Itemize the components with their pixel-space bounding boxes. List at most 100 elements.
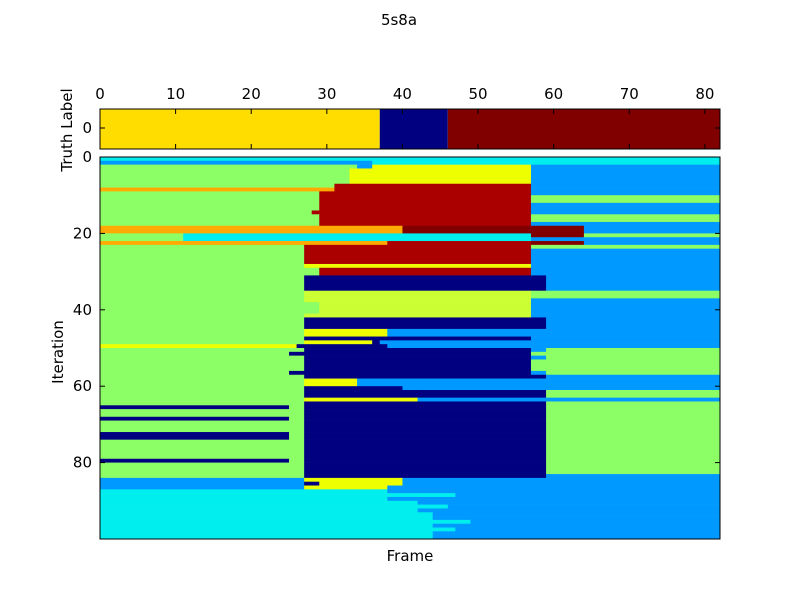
iteration-cell: [319, 481, 403, 486]
iteration-cell: [319, 221, 532, 227]
iteration-cell: [319, 302, 532, 314]
iteration-cell: [402, 298, 532, 303]
iteration-y-tick-label: 0: [82, 148, 92, 166]
truth-x-tick-label: 20: [242, 85, 261, 103]
iteration-cell: [530, 336, 721, 341]
iteration-y-axis-label: Iteration: [49, 320, 67, 384]
iteration-cell: [530, 267, 721, 276]
iteration-cell: [546, 462, 721, 475]
iteration-cell: [530, 302, 721, 314]
iteration-cell: [304, 397, 418, 402]
iteration-cell: [100, 355, 305, 360]
iteration-cell: [304, 439, 547, 460]
iteration-cell: [100, 409, 305, 418]
iteration-cell: [387, 489, 721, 494]
iteration-cell: [100, 531, 433, 540]
iteration-cell: [304, 462, 547, 475]
iteration-cell: [387, 519, 471, 525]
iteration-panel-frame: [99, 156, 721, 540]
iteration-cell: [100, 244, 305, 249]
truth-y-axis-label: Truth Label: [58, 88, 76, 172]
iteration-cell: [546, 409, 721, 418]
iteration-y-ticks: 0 20 40 60 80: [73, 148, 720, 472]
iteration-cell: [530, 290, 721, 299]
iteration-cell: [432, 516, 721, 521]
iteration-cell: [546, 355, 721, 360]
iteration-cell: [100, 390, 305, 398]
iteration-cell: [100, 157, 721, 162]
iteration-cell: [100, 317, 305, 330]
truth-panel: 0 10 20 30 40 50 60 70 80 0 Truth Label: [58, 85, 721, 173]
iteration-cell: [530, 370, 547, 376]
iteration-cell: [304, 432, 547, 440]
iteration-cell: [183, 237, 532, 242]
iteration-cell: [530, 168, 721, 185]
iteration-cell: [304, 298, 403, 303]
iteration-cell: [432, 512, 721, 517]
iteration-cell: [402, 386, 721, 391]
iteration-cell: [546, 317, 721, 330]
iteration-cell: [289, 432, 305, 440]
iteration-cell: [319, 202, 532, 211]
iteration-cell: [304, 317, 547, 330]
iteration-cell: [319, 195, 532, 204]
iteration-cell: [100, 351, 290, 356]
iteration-cell: [546, 370, 721, 376]
iteration-cell: [100, 477, 305, 482]
iteration-cell: [372, 340, 381, 345]
iteration-cell: [304, 474, 547, 479]
iteration-cell: [387, 344, 721, 349]
iteration-cell: [530, 183, 721, 188]
iteration-cell: [304, 458, 547, 463]
iteration-cell: [183, 233, 532, 238]
iteration-cell: [530, 359, 721, 364]
chart-title: 5s8a: [381, 11, 417, 29]
truth-x-tick-label: 40: [393, 85, 412, 103]
iteration-cell: [546, 275, 721, 291]
iteration-cell: [100, 225, 403, 234]
iteration-cell: [100, 481, 305, 486]
iteration-cell: [546, 390, 721, 398]
iteration-cell: [100, 527, 388, 532]
iteration-cell: [100, 370, 290, 376]
iteration-y-tick-label: 40: [73, 301, 92, 319]
iteration-cell: [304, 313, 532, 318]
iteration-cell: [402, 225, 585, 234]
truth-x-tick-label: 70: [620, 85, 639, 103]
iteration-cell: [546, 405, 721, 410]
iteration-cell: [100, 302, 320, 314]
iteration-panel: 0 20 40 60 80 Iteration Frame: [49, 148, 721, 565]
truth-x-tick-label: 0: [95, 85, 105, 103]
iteration-cell: [387, 241, 532, 246]
iteration-cell: [100, 432, 290, 440]
iteration-cell: [304, 248, 532, 265]
truth-segment: [379, 109, 448, 149]
iteration-cell: [289, 458, 305, 463]
iteration-cell: [546, 416, 721, 421]
iteration-cell: [304, 409, 547, 418]
iteration-cell: [100, 344, 297, 349]
iteration-cell: [447, 504, 721, 509]
truth-segment: [100, 109, 380, 149]
iteration-y-tick-label: 60: [73, 377, 92, 395]
iteration-cell: [304, 386, 403, 391]
iteration-cell: [304, 390, 547, 398]
iteration-cell: [100, 187, 335, 192]
iteration-cell: [289, 359, 305, 364]
iteration-cell: [417, 508, 721, 513]
truth-x-tick-label: 30: [317, 85, 336, 103]
iteration-cell: [100, 183, 335, 188]
iteration-cell: [304, 416, 547, 421]
iteration-cell: [100, 275, 305, 291]
iteration-cell: [334, 183, 532, 188]
iteration-cell: [530, 233, 585, 238]
iteration-cell: [100, 237, 184, 242]
iteration-cell: [100, 458, 290, 463]
iteration-cell: [304, 485, 388, 490]
iteration-cell: [100, 336, 305, 341]
iteration-cell: [304, 477, 403, 482]
iteration-cell: [100, 462, 305, 475]
iteration-cell: [530, 313, 721, 318]
iteration-cell: [100, 386, 305, 391]
iteration-cell: [470, 519, 721, 525]
